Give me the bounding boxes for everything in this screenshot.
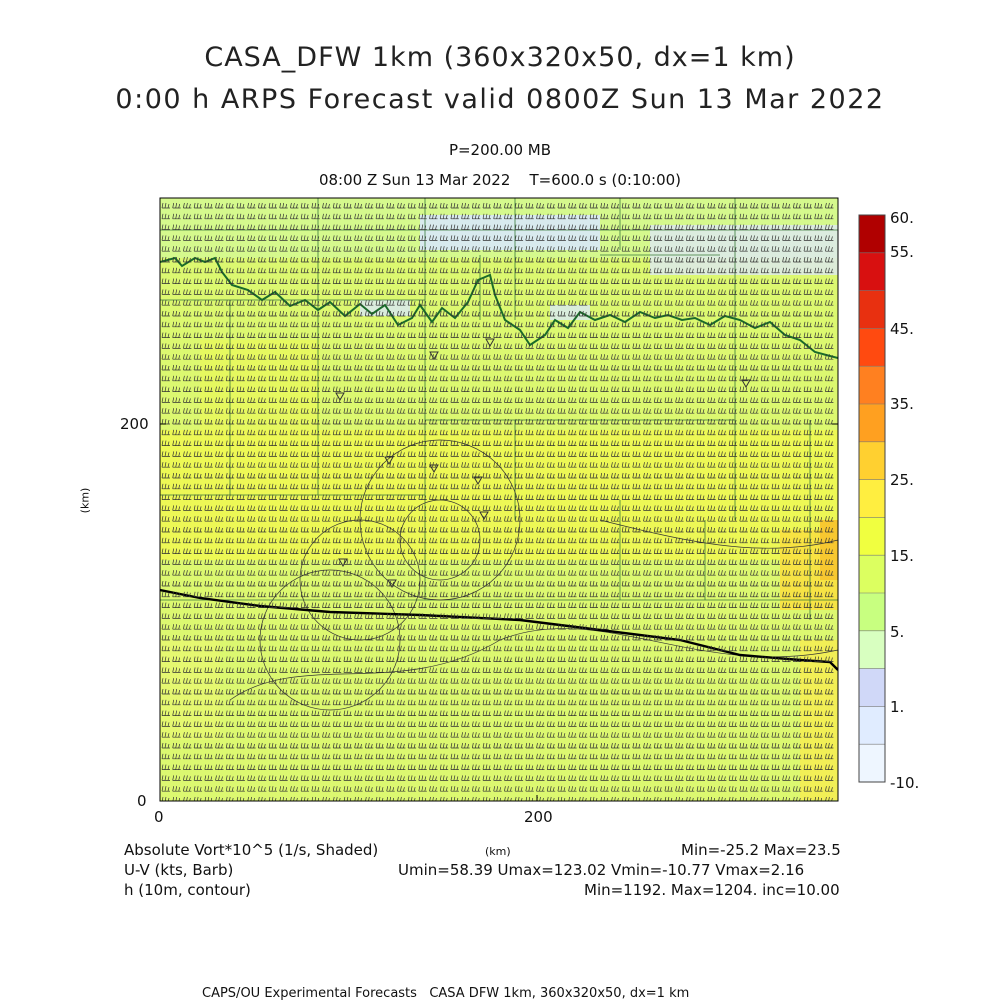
colorbar-swatch (859, 555, 885, 594)
station-triangle (384, 456, 394, 466)
colorbar-label: 35. (890, 395, 914, 413)
colorbar-swatch (859, 441, 885, 481)
station-triangle (429, 464, 439, 474)
legend-field1: Absolute Vort*10^5 (1/s, Shaded) (124, 841, 379, 859)
plot-frame (159, 197, 839, 802)
station-triangle (338, 558, 348, 568)
colorbar (858, 214, 886, 783)
x-axis-unit: (km) (485, 845, 511, 858)
valid-time-label: 08:00 Z Sun 13 Mar 2022 T=600.0 s (0:10:… (318, 171, 682, 189)
colorbar-label: 5. (890, 623, 905, 641)
colorbar-swatch (859, 668, 885, 707)
station-triangle (741, 379, 751, 389)
y-axis-unit: (km) (78, 487, 92, 514)
colorbar-swatch (859, 404, 885, 443)
station-triangle (387, 579, 397, 589)
colorbar-swatch (859, 517, 885, 556)
legend-field2: U-V (kts, Barb) (124, 861, 234, 879)
wind-barbs (161, 202, 834, 801)
colorbar-swatch (859, 706, 885, 745)
barb-field (161, 202, 834, 801)
station-triangle (479, 511, 489, 521)
station-triangle (335, 392, 345, 402)
station-markers (335, 338, 751, 589)
legend-field3-stats: Min=1192. Max=1204. inc=10.00 (584, 881, 840, 899)
colorbar-label: 1. (890, 698, 905, 716)
legend-field2-stats: Umin=58.39 Umax=123.02 Vmin=-10.77 Vmax=… (398, 861, 805, 879)
colorbar-label: 15. (890, 547, 914, 565)
y-tick-200: 200 (120, 415, 149, 433)
colorbar-swatch (859, 252, 885, 292)
title-line-1: CASA_DFW 1km (360x320x50, dx=1 km) (204, 42, 796, 73)
pressure-level-label: P=200.00 MB (448, 141, 552, 159)
legend-field1-stats: Min=-25.2 Max=23.5 (681, 841, 841, 859)
station-triangle (429, 351, 439, 361)
colorbar-label: -10. (890, 774, 920, 792)
station-triangle (473, 476, 483, 486)
colorbar-swatch (859, 593, 885, 632)
x-tick-200: 200 (524, 808, 553, 826)
colorbar-swatch (859, 744, 885, 783)
axis-ticks (159, 423, 838, 802)
station-triangle (485, 338, 495, 348)
colorbar-swatch (859, 366, 885, 405)
bold-boundary-line (160, 588, 838, 671)
colorbar-swatch (859, 630, 885, 670)
colorbar-swatch (859, 215, 885, 254)
colorbar-label: 60. (890, 209, 914, 227)
legend-field3: h (10m, contour) (124, 881, 251, 899)
colorbar-label: 55. (890, 243, 914, 261)
colorbar-swatch (859, 290, 885, 329)
colorbar-swatch (859, 479, 885, 518)
y-tick-0: 0 (137, 792, 147, 810)
colorbar-label: 45. (890, 320, 914, 338)
state-border (160, 256, 838, 359)
title-line-2: 0:00 h ARPS Forecast valid 0800Z Sun 13 … (115, 84, 885, 115)
colorbar-swatch (859, 328, 885, 367)
footer-credit: CAPS/OU Experimental Forecasts CASA DFW … (202, 986, 690, 1001)
colorbar-label: 25. (890, 471, 914, 489)
x-tick-0: 0 (154, 808, 164, 826)
